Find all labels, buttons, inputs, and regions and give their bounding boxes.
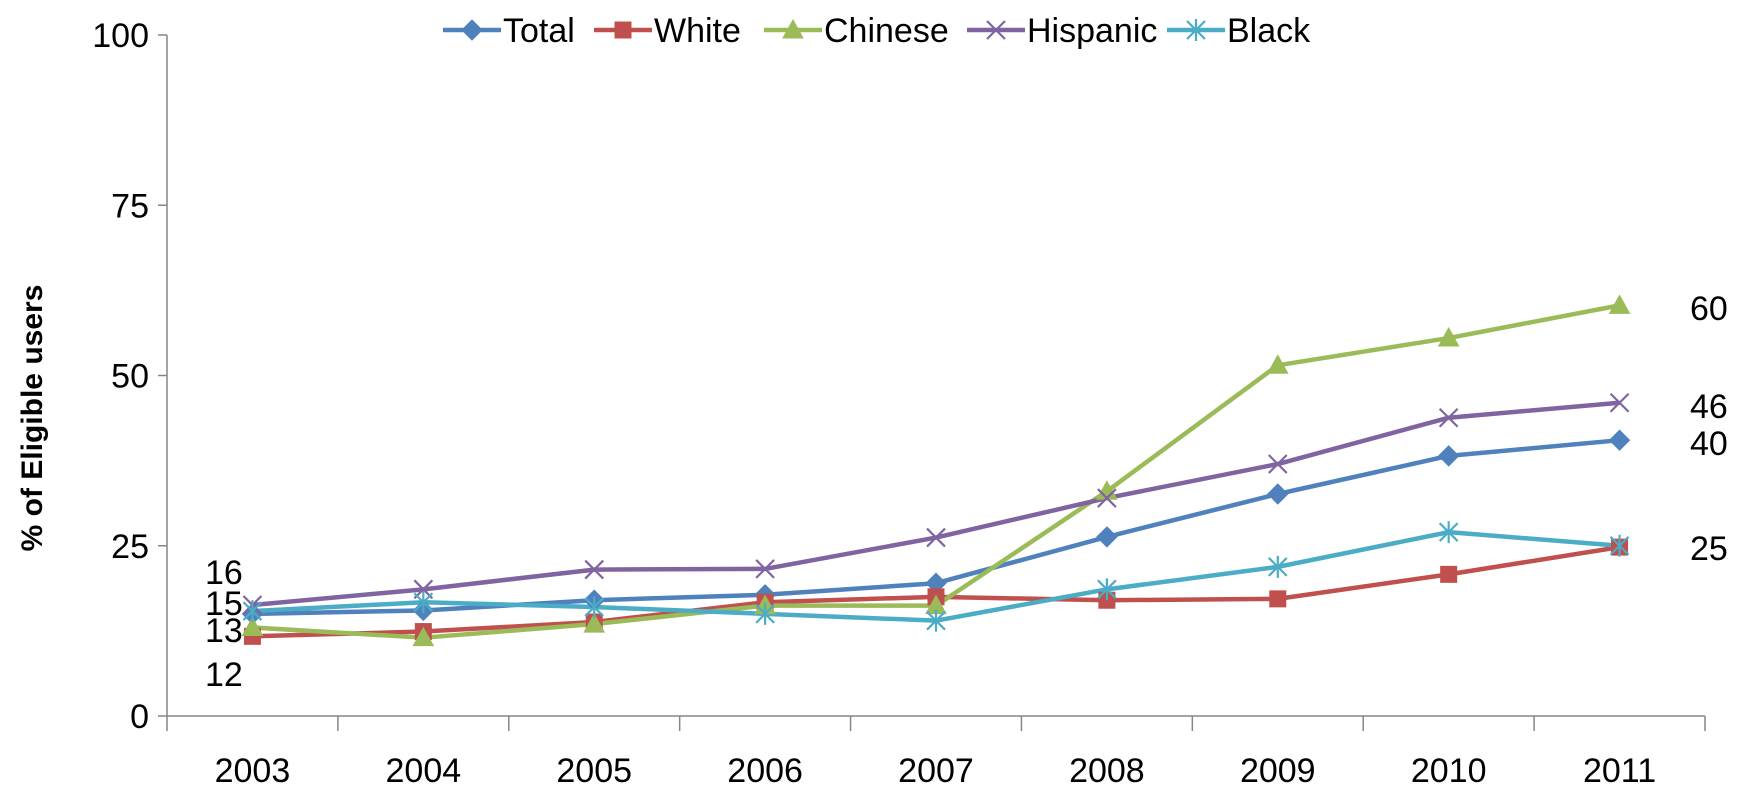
x-tick-label: 2003 <box>215 752 291 789</box>
x-axis: 2003 2004 2005 2006 2007 2008 2009 2010 2011 <box>166 715 1706 789</box>
start-data-label: 15 <box>205 585 243 623</box>
legend-label-total: Total <box>503 12 575 50</box>
point-hispanic <box>1438 407 1459 428</box>
point-black <box>1268 555 1288 578</box>
legend-label-hispanic: Hispanic <box>1027 12 1157 50</box>
legend-label-chinese: Chinese <box>824 12 949 50</box>
legend-item-chinese: Chinese <box>764 12 949 50</box>
y-axis: 0 25 50 75 100 <box>92 17 168 736</box>
point-hispanic <box>926 527 946 548</box>
x-tick-label: 2011 <box>1583 752 1656 789</box>
legend-item-white: White <box>594 12 741 50</box>
point-black <box>1097 578 1117 601</box>
point-black <box>584 596 605 619</box>
x-tick-label: 2006 <box>727 752 803 789</box>
y-tick-label: 50 <box>111 358 149 396</box>
point-chinese <box>1437 327 1460 347</box>
point-hispanic <box>1609 392 1630 413</box>
end-data-label: 46 <box>1690 388 1728 426</box>
end-data-label: 60 <box>1690 290 1728 328</box>
point-chinese <box>241 616 264 636</box>
point-black <box>242 600 263 623</box>
legend-item-hispanic: Hispanic <box>967 12 1157 50</box>
point-black <box>755 602 775 625</box>
start-data-label: 12 <box>205 656 243 694</box>
legend-marker-total <box>461 19 483 41</box>
x-tick-label: 2005 <box>556 752 632 789</box>
point-chinese <box>583 613 606 633</box>
x-tick-label: 2004 <box>386 752 462 789</box>
x-tick-label: 2010 <box>1411 752 1487 789</box>
point-black <box>1609 534 1630 557</box>
point-total <box>1437 445 1460 467</box>
point-chinese <box>1608 294 1631 314</box>
y-tick-label: 0 <box>130 698 149 736</box>
start-data-label: 13 <box>205 612 243 650</box>
y-tick-label: 25 <box>111 528 149 566</box>
point-hispanic <box>755 559 775 579</box>
point-chinese <box>1266 354 1289 374</box>
legend-marker-chinese <box>782 18 804 39</box>
legend-marker-white <box>614 21 632 39</box>
point-black <box>1438 521 1459 544</box>
y-tick-label: 75 <box>111 187 149 225</box>
x-tick-label: 2008 <box>1069 752 1145 789</box>
point-white <box>1269 590 1287 608</box>
end-data-label: 40 <box>1690 425 1728 463</box>
point-white <box>1440 565 1458 583</box>
legend-label-black: Black <box>1227 12 1311 50</box>
y-axis-title: % of Eligible users <box>16 285 49 552</box>
point-total <box>1608 429 1631 451</box>
legend-item-total: Total <box>443 12 575 50</box>
point-hispanic <box>1097 488 1117 508</box>
x-tick-label: 2007 <box>898 752 974 789</box>
start-data-label: 16 <box>205 554 243 592</box>
point-chinese <box>412 626 435 647</box>
point-total <box>1267 483 1289 505</box>
legend-marker-black <box>1186 19 1206 41</box>
point-total <box>1096 526 1118 548</box>
point-hispanic <box>1268 454 1288 474</box>
point-black <box>926 609 946 632</box>
end-data-label: 25 <box>1690 530 1728 568</box>
legend-label-white: White <box>654 12 741 50</box>
point-black <box>413 591 434 614</box>
y-tick-label: 100 <box>92 17 149 55</box>
legend-marker-hispanic <box>986 20 1006 40</box>
legend: Total White Chinese Hispanic Black <box>443 12 1311 50</box>
point-hispanic <box>584 559 605 580</box>
legend-item-black: Black <box>1167 12 1311 50</box>
x-tick-label: 2009 <box>1240 752 1316 789</box>
series-markers <box>241 294 1631 647</box>
